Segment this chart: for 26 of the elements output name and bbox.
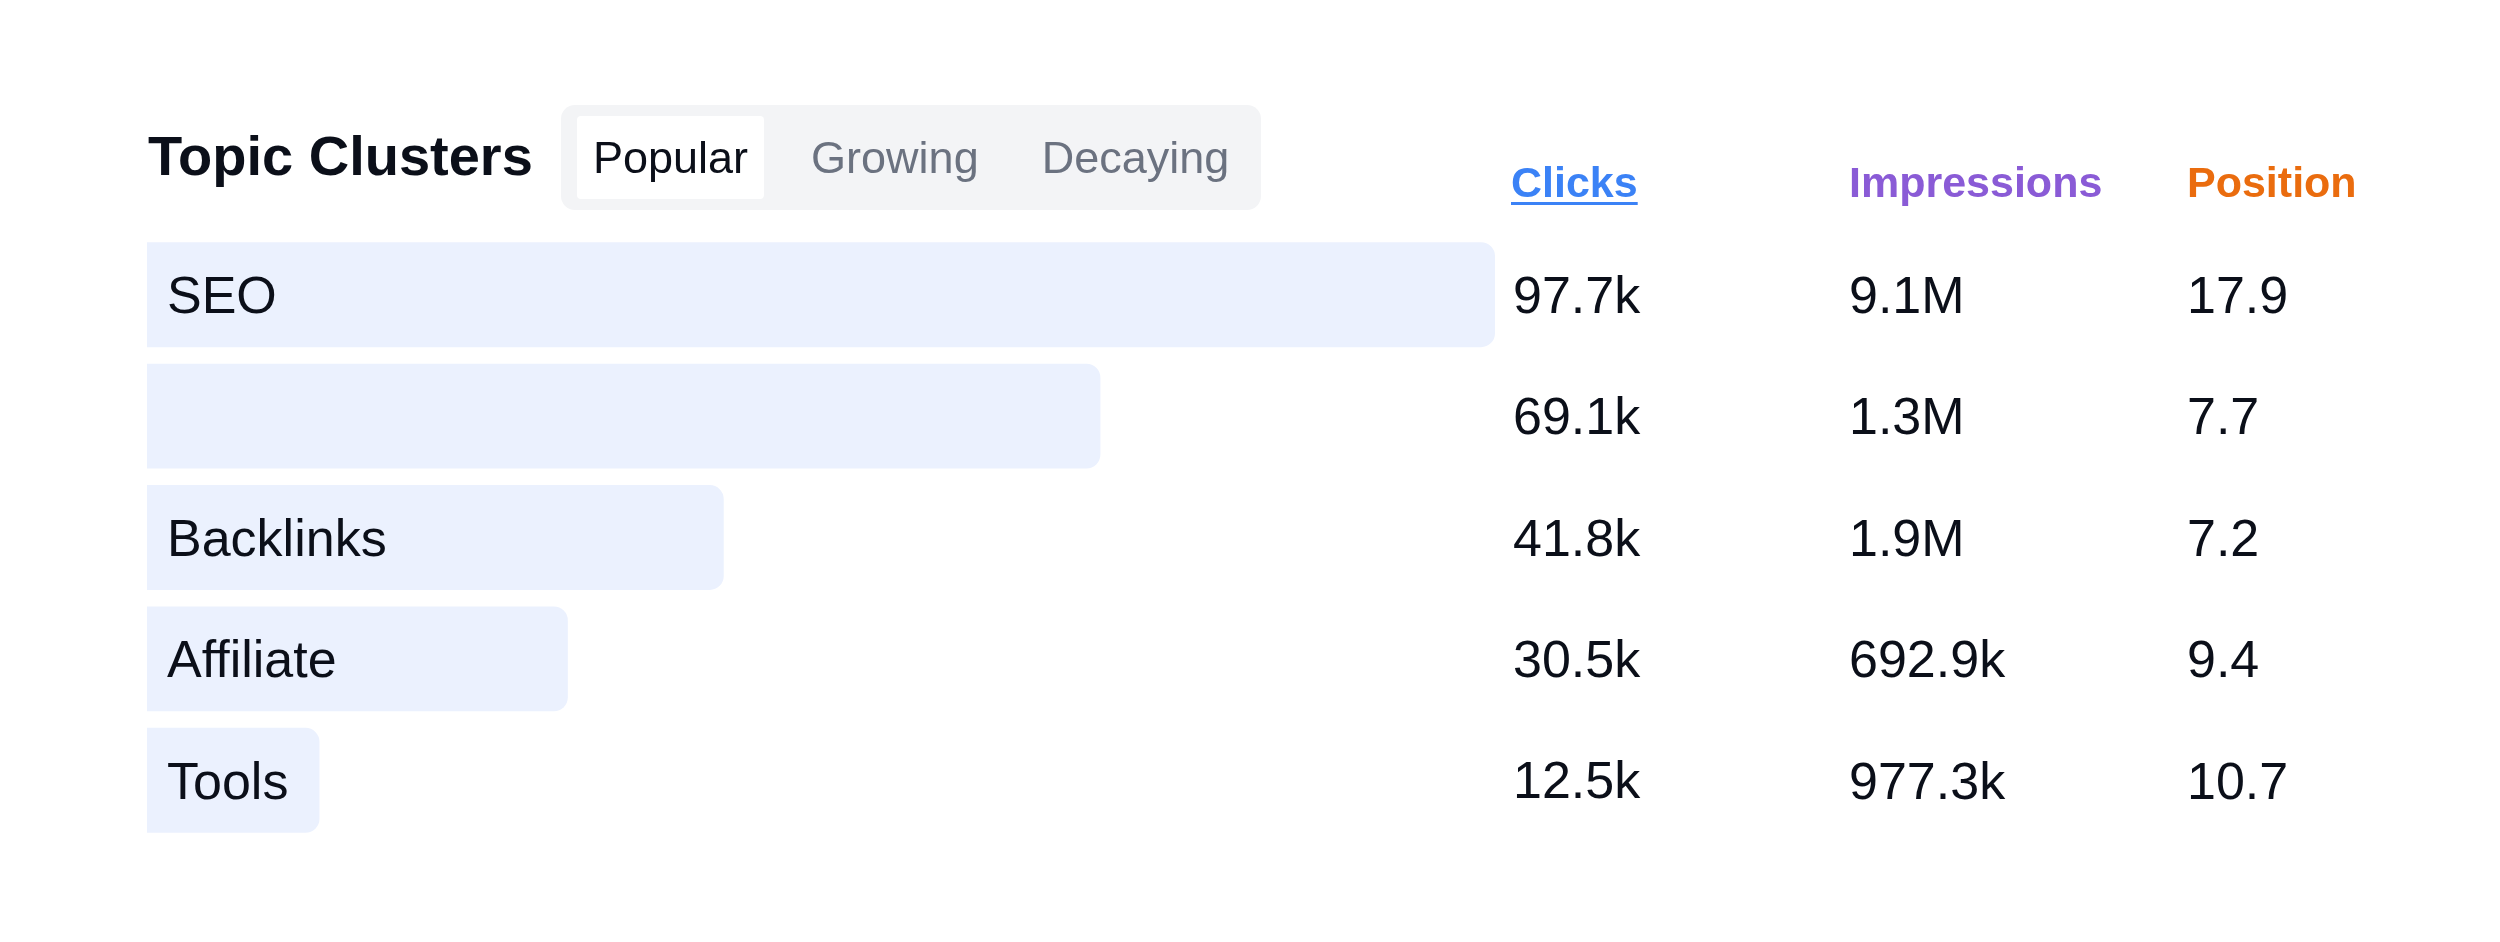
data-label: 30.5k (1513, 630, 1642, 688)
text: 9.1M (1849, 265, 1965, 324)
text: 7.7 (2187, 387, 2260, 446)
y-tick-label: Affiliate (167, 630, 337, 689)
data-label: 69.1k (1513, 387, 1642, 445)
text: 692.9k (1849, 630, 2006, 689)
text: 9.4 (2187, 630, 2260, 689)
text: 7.2 (2187, 508, 2260, 567)
tab-label: Decaying (1040, 131, 1231, 185)
text: Position (2187, 157, 2357, 206)
selected-tab: Popular (577, 116, 765, 199)
text: 10.7 (2187, 751, 2289, 810)
text: Impressions (1849, 157, 2103, 206)
x-axis-title: Clicks (1511, 157, 1638, 206)
data-label: 41.8k (1513, 509, 1642, 567)
data-label: 12.5k (1513, 751, 1642, 809)
text: 1.3M (1849, 387, 1965, 446)
chart-title: Topic Clusters (148, 123, 533, 187)
y-tick-label: SEO (167, 265, 277, 324)
text: 977.3k (1849, 751, 2006, 810)
y-tick-label: Tools (167, 751, 289, 810)
y-tick-label: Backlinks (167, 508, 387, 567)
text: 17.9 (2187, 265, 2289, 324)
text: 1.9M (1849, 508, 1965, 567)
tab-label: Growing (810, 131, 980, 185)
data-label: 97.7k (1513, 266, 1642, 324)
